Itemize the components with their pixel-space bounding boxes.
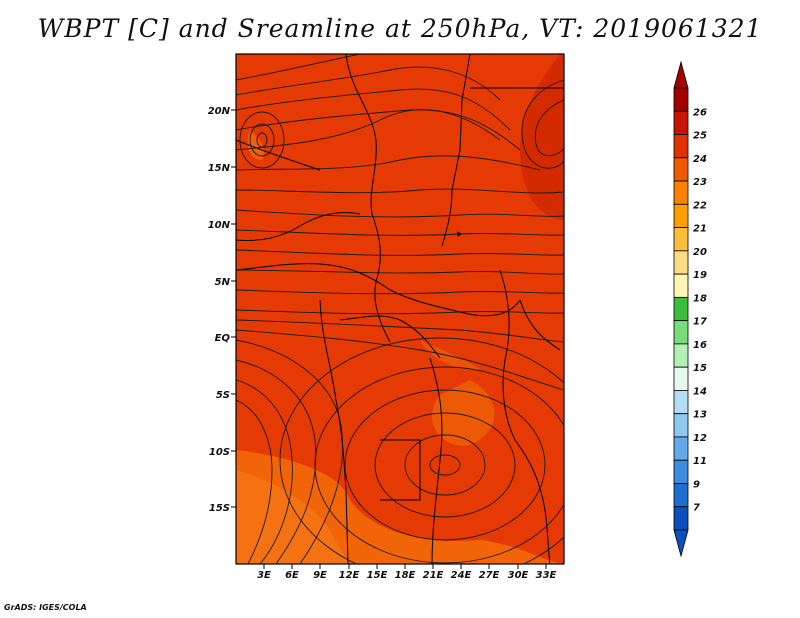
- colorbar-cell: [673, 250, 689, 275]
- colorbar-cell: [673, 227, 689, 252]
- colorbar-label: 18: [693, 293, 707, 304]
- lon-axis: 3E 6E 9E 12E 15E 18E 21E 24E 27E 30E 33E: [257, 564, 557, 581]
- lat-label: 5N: [215, 277, 231, 288]
- country-boundaries: [236, 54, 564, 564]
- colorbar-label: 20: [693, 247, 707, 258]
- colorbar-cell: [673, 413, 689, 438]
- colorbar-cell: [673, 436, 689, 461]
- colorbar-label: 12: [693, 433, 707, 444]
- streamlines: [236, 54, 564, 564]
- lon-label: 27E: [479, 570, 500, 581]
- colorbar-cell: [673, 390, 689, 415]
- lat-label: 15S: [209, 503, 230, 514]
- colorbar-cell: [673, 157, 689, 182]
- colorbar-label: 13: [693, 410, 707, 421]
- chart-title: WBPT [C] and Sreamline at 250hPa, VT: 20…: [37, 14, 763, 43]
- colorbar-top-arrow: [673, 60, 689, 89]
- lat-label: 10S: [209, 447, 230, 458]
- colorbar-cell: [673, 343, 689, 368]
- colorbar-label: 16: [693, 340, 707, 351]
- colorbar-label: 19: [693, 270, 707, 281]
- lon-label: 6E: [285, 570, 299, 581]
- wbpt-shading: [236, 54, 564, 564]
- colorbar-label: 25: [693, 131, 707, 142]
- colorbar-cell: [673, 459, 689, 484]
- grads-credit: GrADS: IGES/COLA: [4, 603, 87, 612]
- colorbar-bottom-arrow: [673, 529, 689, 558]
- lon-label: 9E: [313, 570, 327, 581]
- lon-label: 24E: [451, 570, 472, 581]
- lon-label: 12E: [339, 570, 360, 581]
- lon-label: 33E: [536, 570, 557, 581]
- lon-label: 21E: [423, 570, 444, 581]
- colorbar-label: 14: [693, 386, 707, 397]
- colorbar-label: 23: [693, 177, 707, 188]
- colorbar-label: 9: [693, 479, 700, 490]
- colorbar-label: 11: [693, 456, 707, 467]
- colorbar-cell: [673, 296, 689, 322]
- lon-label: 18E: [395, 570, 416, 581]
- colorbar-cell: [673, 203, 689, 228]
- colorbar-label: 21: [693, 224, 707, 235]
- colorbar-label: 24: [693, 154, 707, 165]
- colorbar-cell: [673, 506, 689, 531]
- lat-label: EQ: [215, 333, 231, 344]
- lon-label: 3E: [257, 570, 271, 581]
- lat-label: 15N: [208, 163, 231, 174]
- lat-axis: 20N 15N 10N 5N EQ 5S 10S 15S: [208, 106, 236, 514]
- colorbar-cell: [673, 87, 689, 112]
- colorbar-cell: [673, 320, 689, 345]
- colorbar-label: 17: [693, 317, 707, 328]
- colorbar-label: 15: [693, 363, 707, 374]
- colorbar-cell: [673, 273, 689, 298]
- lon-label: 15E: [367, 570, 388, 581]
- colorbar-cell: [673, 180, 689, 205]
- map-frame: [235, 53, 565, 565]
- colorbar-cell: [673, 483, 689, 508]
- lat-label: 20N: [208, 106, 231, 117]
- lat-label: 10N: [208, 220, 231, 231]
- lat-label: 5S: [216, 390, 230, 401]
- lon-label: 30E: [508, 570, 529, 581]
- colorbar-label: 26: [693, 107, 707, 118]
- colorbar-label: 22: [693, 200, 707, 211]
- colorbar-cell: [673, 134, 689, 159]
- colorbar-cell: [673, 366, 689, 391]
- colorbar-label: 7: [693, 503, 700, 514]
- colorbar: 26 25 24 23 22 21 20 19 18 17 16 15 14 13 12 11 9 7: [673, 60, 707, 558]
- colorbar-cell: [673, 110, 689, 135]
